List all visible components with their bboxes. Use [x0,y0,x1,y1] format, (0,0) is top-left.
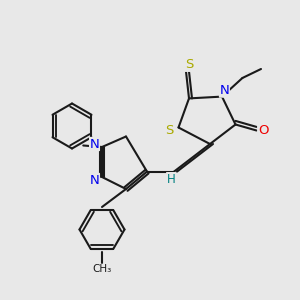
Text: N: N [90,137,99,151]
Text: H: H [167,172,176,186]
Text: CH₃: CH₃ [92,264,112,274]
Text: S: S [185,58,193,71]
Text: N: N [220,84,229,97]
Text: O: O [258,124,268,137]
Text: N: N [90,173,99,187]
Text: S: S [165,124,174,137]
